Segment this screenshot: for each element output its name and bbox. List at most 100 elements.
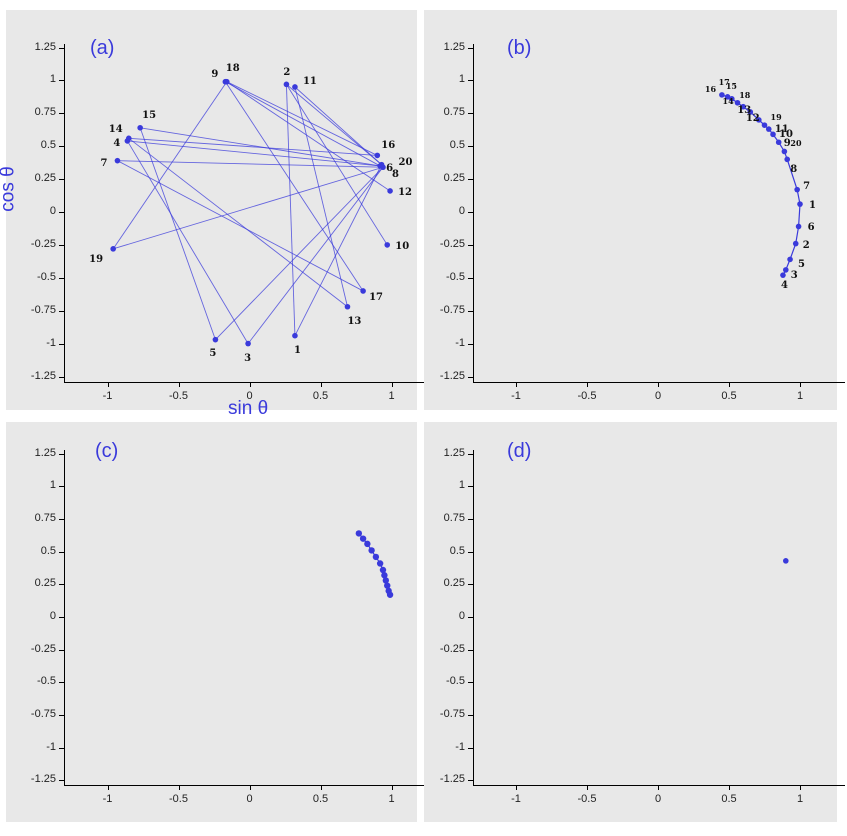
y-tick-label: -0.25 <box>439 642 465 655</box>
x-tick <box>587 785 588 790</box>
data-point <box>359 535 367 542</box>
y-tick <box>59 146 64 148</box>
x-tick-label: 0.5 <box>312 793 329 805</box>
y-tick <box>59 551 64 553</box>
data-point <box>212 336 219 343</box>
data-point <box>794 186 800 193</box>
data-point <box>797 201 803 207</box>
data-point <box>355 530 363 537</box>
y-tick <box>59 212 64 213</box>
panel-label: (c) <box>95 440 119 462</box>
x-tick-label: 0.5 <box>312 390 329 402</box>
data-point <box>384 242 391 248</box>
y-tick-label: 0.75 <box>443 512 465 525</box>
data-point <box>292 332 298 339</box>
data-point <box>381 572 388 579</box>
y-tick-label: 0.75 <box>34 106 56 119</box>
y-tick <box>468 551 473 553</box>
x-tick-label: -1 <box>511 793 521 805</box>
y-tick-label: -0.25 <box>30 237 56 250</box>
y-tick <box>468 453 473 455</box>
y-tick <box>468 212 473 213</box>
connection-line <box>140 127 381 167</box>
y-tick <box>468 584 473 586</box>
y-tick-label: 0.25 <box>34 172 56 185</box>
data-point <box>765 126 772 132</box>
y-tick-label: 0.25 <box>443 172 465 185</box>
y-tick-label: 1 <box>49 73 56 86</box>
y-tick <box>468 80 473 82</box>
data-point <box>384 582 391 589</box>
connection-line <box>247 166 384 344</box>
connection-line <box>286 84 382 165</box>
data-point <box>126 135 132 142</box>
y-tick-label: 0.5 <box>449 139 465 152</box>
y-tick-label: 0.5 <box>449 544 465 557</box>
x-tick <box>249 785 251 790</box>
x-axis-line <box>473 382 845 383</box>
panel-label: (d) <box>507 440 532 462</box>
y-tick <box>468 649 473 651</box>
point-label: 12 <box>398 186 412 198</box>
y-tick-label: 0.25 <box>443 577 465 590</box>
y-tick <box>59 277 64 279</box>
point-label: 6 <box>807 222 815 234</box>
connection-line <box>285 84 296 336</box>
y-tick <box>59 310 64 312</box>
data-point <box>734 99 741 106</box>
y-tick-label: 1 <box>458 73 465 86</box>
data-point <box>386 591 394 598</box>
y-tick <box>59 80 64 82</box>
x-tick-label: -0.5 <box>169 390 188 402</box>
data-point <box>719 92 725 98</box>
y-tick-label: 0 <box>49 205 56 217</box>
data-point <box>110 246 116 252</box>
point-label: 20 <box>398 156 413 168</box>
y-tick <box>468 179 473 181</box>
panel-label: (a) <box>90 37 115 59</box>
point-label: 11 <box>302 75 317 87</box>
y-tick-label: -1.25 <box>30 773 56 786</box>
point-label: 19 <box>770 112 782 123</box>
data-point <box>364 540 371 548</box>
data-point <box>292 84 298 90</box>
panel-background <box>6 422 417 822</box>
data-point <box>729 96 735 102</box>
connection-line <box>224 81 364 292</box>
y-tick-label: 0.25 <box>34 577 56 590</box>
y-tick <box>468 146 473 148</box>
y-axis-line <box>473 450 474 785</box>
y-axis-line <box>64 44 65 382</box>
point-label: 1 <box>809 200 816 212</box>
x-tick-label: -0.5 <box>577 390 597 402</box>
point-label: 8 <box>790 164 798 176</box>
point-label: 2 <box>283 67 291 79</box>
data-point <box>775 139 782 146</box>
series-2 <box>719 92 803 278</box>
panel-background <box>424 422 837 822</box>
y-tick-label: -0.5 <box>37 675 56 688</box>
x-tick <box>249 382 251 387</box>
x-tick <box>320 382 322 387</box>
point-label: 10 <box>395 240 410 252</box>
point-label: 8 <box>391 169 399 181</box>
point-label: 16 <box>704 83 717 94</box>
point-label: 2 <box>802 239 810 251</box>
y-tick <box>59 584 64 586</box>
x-tick <box>658 785 659 790</box>
y-tick <box>468 376 473 378</box>
x-tick-label: 1 <box>388 390 395 402</box>
x-tick <box>391 382 393 387</box>
y-tick-label: -1 <box>455 740 465 753</box>
point-label: 16 <box>381 140 396 152</box>
data-point <box>137 124 143 131</box>
y-tick-label: -0.25 <box>439 237 465 250</box>
panel-background <box>424 10 837 410</box>
y-tick-label: 0.5 <box>40 139 56 152</box>
data-point <box>761 122 768 128</box>
x-axis-line <box>473 785 845 786</box>
y-tick <box>59 113 64 115</box>
y-tick-label: 1 <box>49 479 56 492</box>
data-point <box>344 303 351 310</box>
point-label: 10 <box>779 129 793 141</box>
